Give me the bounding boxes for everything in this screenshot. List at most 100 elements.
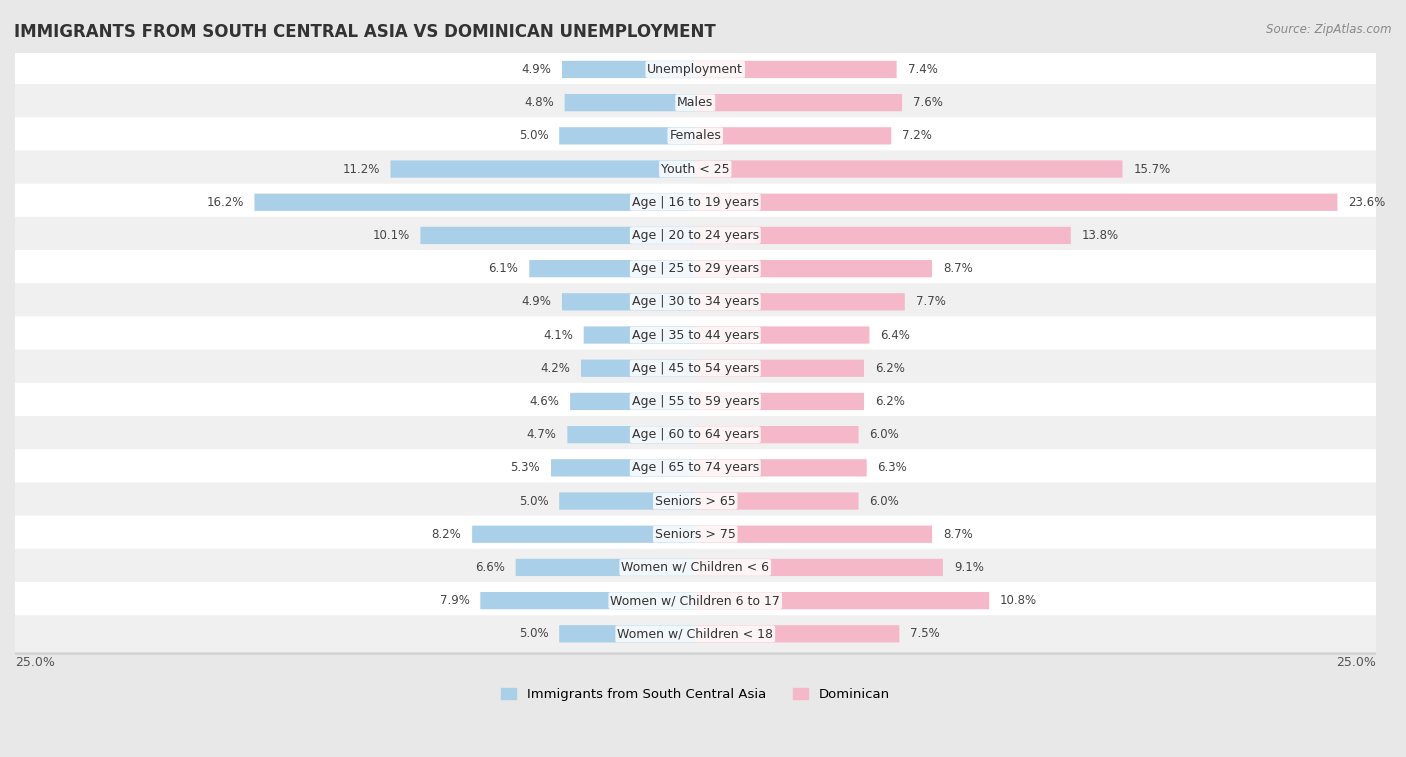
Text: 8.7%: 8.7% bbox=[943, 528, 973, 540]
FancyBboxPatch shape bbox=[696, 492, 859, 509]
FancyBboxPatch shape bbox=[696, 426, 859, 444]
FancyBboxPatch shape bbox=[3, 347, 1388, 389]
FancyBboxPatch shape bbox=[3, 547, 1388, 588]
Text: 15.7%: 15.7% bbox=[1133, 163, 1171, 176]
Text: 4.8%: 4.8% bbox=[524, 96, 554, 109]
Text: Youth < 25: Youth < 25 bbox=[661, 163, 730, 176]
FancyBboxPatch shape bbox=[7, 582, 1384, 619]
Text: 10.8%: 10.8% bbox=[1000, 594, 1038, 607]
FancyBboxPatch shape bbox=[696, 227, 1071, 244]
FancyBboxPatch shape bbox=[7, 283, 1384, 320]
FancyBboxPatch shape bbox=[581, 360, 696, 377]
Text: 4.6%: 4.6% bbox=[529, 395, 560, 408]
FancyBboxPatch shape bbox=[568, 426, 696, 444]
FancyBboxPatch shape bbox=[696, 61, 897, 78]
FancyBboxPatch shape bbox=[516, 559, 696, 576]
FancyBboxPatch shape bbox=[472, 525, 696, 543]
FancyBboxPatch shape bbox=[7, 383, 1384, 420]
Text: 5.0%: 5.0% bbox=[519, 494, 548, 507]
Text: 23.6%: 23.6% bbox=[1348, 196, 1385, 209]
FancyBboxPatch shape bbox=[529, 260, 696, 277]
Text: Source: ZipAtlas.com: Source: ZipAtlas.com bbox=[1267, 23, 1392, 36]
FancyBboxPatch shape bbox=[3, 580, 1388, 621]
Legend: Immigrants from South Central Asia, Dominican: Immigrants from South Central Asia, Domi… bbox=[495, 683, 896, 706]
FancyBboxPatch shape bbox=[3, 447, 1388, 489]
Text: 9.1%: 9.1% bbox=[953, 561, 984, 574]
Text: 6.0%: 6.0% bbox=[869, 494, 900, 507]
FancyBboxPatch shape bbox=[696, 592, 990, 609]
Text: 7.6%: 7.6% bbox=[912, 96, 943, 109]
FancyBboxPatch shape bbox=[7, 316, 1384, 354]
Text: IMMIGRANTS FROM SOUTH CENTRAL ASIA VS DOMINICAN UNEMPLOYMENT: IMMIGRANTS FROM SOUTH CENTRAL ASIA VS DO… bbox=[14, 23, 716, 41]
Text: 4.9%: 4.9% bbox=[522, 63, 551, 76]
Text: 5.3%: 5.3% bbox=[510, 461, 540, 475]
Text: 8.2%: 8.2% bbox=[432, 528, 461, 540]
FancyBboxPatch shape bbox=[3, 182, 1388, 223]
FancyBboxPatch shape bbox=[3, 214, 1388, 257]
Text: 6.4%: 6.4% bbox=[880, 329, 910, 341]
FancyBboxPatch shape bbox=[3, 414, 1388, 456]
FancyBboxPatch shape bbox=[7, 117, 1384, 154]
Text: 10.1%: 10.1% bbox=[373, 229, 409, 242]
Text: Age | 16 to 19 years: Age | 16 to 19 years bbox=[631, 196, 759, 209]
FancyBboxPatch shape bbox=[3, 314, 1388, 356]
Text: Unemployment: Unemployment bbox=[647, 63, 744, 76]
Text: Age | 25 to 29 years: Age | 25 to 29 years bbox=[631, 262, 759, 275]
FancyBboxPatch shape bbox=[7, 416, 1384, 453]
FancyBboxPatch shape bbox=[562, 293, 696, 310]
FancyBboxPatch shape bbox=[583, 326, 696, 344]
FancyBboxPatch shape bbox=[696, 625, 900, 643]
FancyBboxPatch shape bbox=[696, 293, 905, 310]
FancyBboxPatch shape bbox=[481, 592, 696, 609]
Text: 16.2%: 16.2% bbox=[207, 196, 243, 209]
FancyBboxPatch shape bbox=[391, 160, 696, 178]
Text: Age | 55 to 59 years: Age | 55 to 59 years bbox=[631, 395, 759, 408]
Text: Women w/ Children < 6: Women w/ Children < 6 bbox=[621, 561, 769, 574]
FancyBboxPatch shape bbox=[3, 115, 1388, 157]
FancyBboxPatch shape bbox=[3, 613, 1388, 655]
Text: Males: Males bbox=[678, 96, 713, 109]
FancyBboxPatch shape bbox=[696, 525, 932, 543]
FancyBboxPatch shape bbox=[7, 151, 1384, 188]
FancyBboxPatch shape bbox=[7, 217, 1384, 254]
FancyBboxPatch shape bbox=[569, 393, 696, 410]
Text: 5.0%: 5.0% bbox=[519, 129, 548, 142]
Text: Age | 30 to 34 years: Age | 30 to 34 years bbox=[631, 295, 759, 308]
Text: Age | 60 to 64 years: Age | 60 to 64 years bbox=[631, 428, 759, 441]
Text: 6.2%: 6.2% bbox=[875, 395, 904, 408]
Text: 13.8%: 13.8% bbox=[1081, 229, 1119, 242]
FancyBboxPatch shape bbox=[420, 227, 696, 244]
FancyBboxPatch shape bbox=[3, 82, 1388, 123]
Text: Seniors > 75: Seniors > 75 bbox=[655, 528, 735, 540]
Text: 7.9%: 7.9% bbox=[440, 594, 470, 607]
FancyBboxPatch shape bbox=[696, 360, 863, 377]
FancyBboxPatch shape bbox=[3, 281, 1388, 322]
FancyBboxPatch shape bbox=[696, 459, 866, 476]
FancyBboxPatch shape bbox=[696, 559, 943, 576]
Text: 7.2%: 7.2% bbox=[903, 129, 932, 142]
FancyBboxPatch shape bbox=[3, 513, 1388, 555]
FancyBboxPatch shape bbox=[696, 160, 1122, 178]
FancyBboxPatch shape bbox=[696, 326, 869, 344]
FancyBboxPatch shape bbox=[3, 248, 1388, 290]
FancyBboxPatch shape bbox=[7, 615, 1384, 653]
Text: 25.0%: 25.0% bbox=[1336, 656, 1375, 668]
Text: Age | 65 to 74 years: Age | 65 to 74 years bbox=[631, 461, 759, 475]
Text: 6.1%: 6.1% bbox=[488, 262, 519, 275]
Text: 4.9%: 4.9% bbox=[522, 295, 551, 308]
Text: 4.1%: 4.1% bbox=[543, 329, 572, 341]
Text: Females: Females bbox=[669, 129, 721, 142]
Text: Age | 45 to 54 years: Age | 45 to 54 years bbox=[631, 362, 759, 375]
FancyBboxPatch shape bbox=[560, 492, 696, 509]
Text: Women w/ Children 6 to 17: Women w/ Children 6 to 17 bbox=[610, 594, 780, 607]
FancyBboxPatch shape bbox=[7, 516, 1384, 553]
Text: 7.4%: 7.4% bbox=[907, 63, 938, 76]
FancyBboxPatch shape bbox=[560, 127, 696, 145]
FancyBboxPatch shape bbox=[3, 48, 1388, 90]
Text: 6.6%: 6.6% bbox=[475, 561, 505, 574]
FancyBboxPatch shape bbox=[696, 127, 891, 145]
FancyBboxPatch shape bbox=[696, 94, 903, 111]
Text: Age | 20 to 24 years: Age | 20 to 24 years bbox=[631, 229, 759, 242]
FancyBboxPatch shape bbox=[3, 381, 1388, 422]
FancyBboxPatch shape bbox=[696, 393, 863, 410]
